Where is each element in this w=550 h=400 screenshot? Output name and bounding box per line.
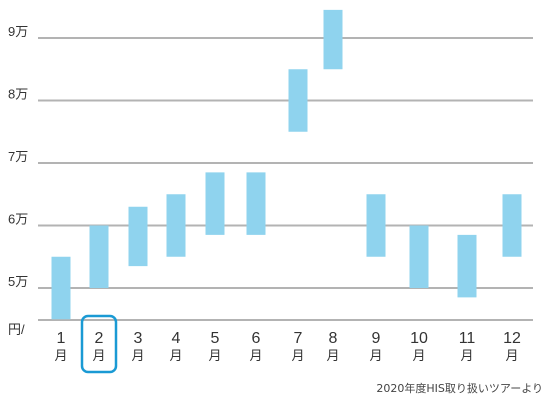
month-number-label: 12 — [503, 330, 521, 347]
month-number-label: 7 — [294, 330, 303, 347]
range-bar — [51, 256, 71, 320]
y-tick-label: 8万 — [8, 87, 28, 102]
range-bar — [457, 234, 477, 298]
month-number-label: 9 — [372, 330, 381, 347]
y-tick-label: 5万 — [8, 274, 28, 289]
y-tick-label: 6万 — [8, 212, 28, 227]
bars — [51, 9, 522, 320]
y-axis: 5万 6万 7万 8万 9万 — [8, 24, 28, 289]
month-unit-label: 月 — [505, 349, 518, 364]
month-number-label: 11 — [459, 330, 476, 347]
month-unit-label: 月 — [460, 349, 473, 364]
y-unit-label: 円/ — [8, 322, 25, 337]
month-number-label: 8 — [329, 330, 338, 347]
range-bar — [89, 225, 109, 288]
range-bar — [288, 69, 308, 132]
range-bar — [205, 172, 225, 235]
month-unit-label: 月 — [291, 349, 304, 364]
month-number-label: 5 — [211, 330, 220, 347]
highlight-box — [80, 314, 118, 374]
y-tick-label: 9万 — [8, 24, 28, 39]
range-bar — [246, 172, 266, 235]
y-tick-label: 7万 — [8, 149, 28, 164]
month-unit-label: 月 — [326, 349, 339, 364]
month-number-label: 4 — [172, 330, 181, 347]
month-unit-label: 月 — [208, 349, 221, 364]
month-unit-label: 月 — [249, 349, 262, 364]
range-bar — [502, 194, 522, 257]
month-unit-label: 月 — [54, 349, 67, 364]
month-number-label: 1 — [57, 330, 66, 347]
month-number-label: 6 — [252, 330, 261, 347]
month-unit-label: 月 — [92, 349, 105, 364]
range-bar — [323, 9, 343, 70]
x-axis: 1 月 2 月 3 月 4 月 5 月 6 月 7 月 8 月 9 月 10 月 11 月 12 月 — [54, 314, 521, 374]
range-bar — [166, 194, 186, 257]
month-unit-label: 月 — [169, 349, 182, 364]
source-credit: 2020年度HIS取り扱いツアーより — [376, 381, 543, 395]
month-unit-label: 月 — [369, 349, 382, 364]
month-unit-label: 月 — [412, 349, 425, 364]
gridlines — [38, 37, 533, 321]
month-number-label: 2 — [95, 330, 104, 347]
range-bar — [128, 206, 148, 267]
month-number-label: 10 — [410, 330, 428, 347]
month-number-label: 3 — [134, 330, 143, 347]
range-bar — [366, 194, 386, 257]
month-unit-label: 月 — [131, 349, 144, 364]
range-bar — [409, 225, 429, 288]
